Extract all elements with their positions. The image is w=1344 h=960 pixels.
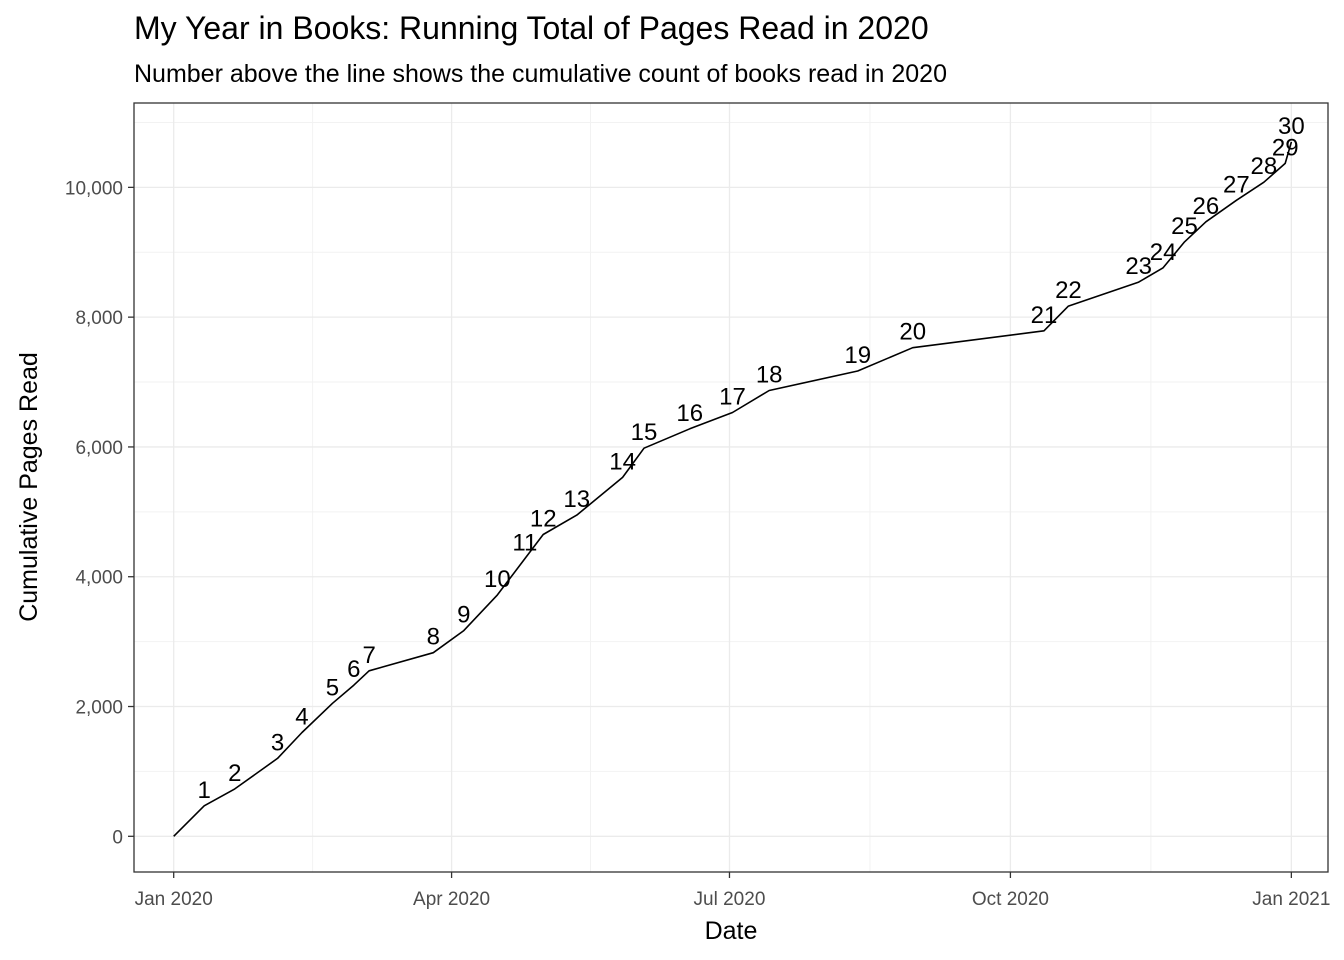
book-count-label: 3: [271, 729, 284, 756]
y-tick-label: 8,000: [75, 308, 123, 329]
chart-title: My Year in Books: Running Total of Pages…: [134, 10, 929, 46]
book-count-label: 15: [631, 419, 658, 446]
series-line: [173, 141, 1293, 837]
y-tick-label: 0: [112, 827, 123, 848]
y-axis: 0 2,000 4,000 6,000 8,000 10,000: [65, 178, 134, 848]
book-count-label: 5: [326, 674, 339, 701]
book-count-label: 8: [427, 624, 440, 651]
book-count-labels: 1234567891011121314151617181920212223242…: [198, 113, 1305, 804]
book-count-label: 4: [295, 703, 308, 730]
book-count-label: 29: [1272, 134, 1299, 161]
x-axis-title: Date: [705, 917, 758, 945]
minor-gridlines: [134, 103, 1328, 872]
y-tick-label: 10,000: [65, 178, 123, 199]
x-tick-label: Apr 2020: [413, 889, 490, 910]
x-tick-label: Jul 2020: [694, 889, 766, 910]
x-tick-label: Jan 2020: [135, 889, 213, 910]
book-count-label: 25: [1171, 213, 1198, 240]
book-count-label: 27: [1223, 171, 1250, 198]
x-tick-label: Jan 2021: [1252, 889, 1330, 910]
x-axis: Jan 2020 Apr 2020 Jul 2020 Oct 2020 Jan 2021: [135, 872, 1330, 910]
book-count-label: 1: [198, 777, 211, 804]
book-count-label: 22: [1055, 277, 1082, 304]
series-pages-read: [173, 141, 1293, 837]
y-tick-label: 6,000: [75, 438, 123, 459]
book-count-label: 2: [228, 760, 241, 787]
chart-subtitle: Number above the line shows the cumulati…: [134, 60, 947, 88]
book-count-label: 11: [512, 530, 537, 557]
book-count-label: 14: [609, 448, 636, 475]
y-tick-label: 4,000: [75, 568, 123, 589]
book-count-label: 18: [756, 361, 783, 388]
major-gridlines: [134, 103, 1328, 872]
book-count-label: 13: [563, 486, 590, 513]
book-count-label: 21: [1031, 302, 1058, 329]
book-count-label: 7: [362, 642, 375, 669]
book-count-label: 6: [347, 656, 360, 683]
book-count-label: 19: [844, 342, 871, 369]
book-count-label: 10: [484, 566, 511, 593]
book-count-label: 30: [1278, 113, 1305, 140]
book-count-label: 9: [457, 602, 470, 629]
book-count-label: 17: [719, 384, 746, 411]
y-axis-title: Cumulative Pages Read: [15, 352, 43, 622]
book-count-label: 24: [1150, 239, 1177, 266]
plot-panel-border: [133, 102, 1329, 873]
y-tick-label: 2,000: [75, 698, 123, 719]
book-count-label: 12: [530, 506, 557, 533]
book-count-label: 28: [1251, 153, 1278, 180]
book-count-label: 23: [1125, 253, 1152, 280]
book-count-label: 26: [1193, 193, 1220, 220]
book-count-label: 20: [899, 319, 926, 346]
x-tick-label: Oct 2020: [972, 889, 1049, 910]
book-count-label: 16: [676, 400, 703, 427]
